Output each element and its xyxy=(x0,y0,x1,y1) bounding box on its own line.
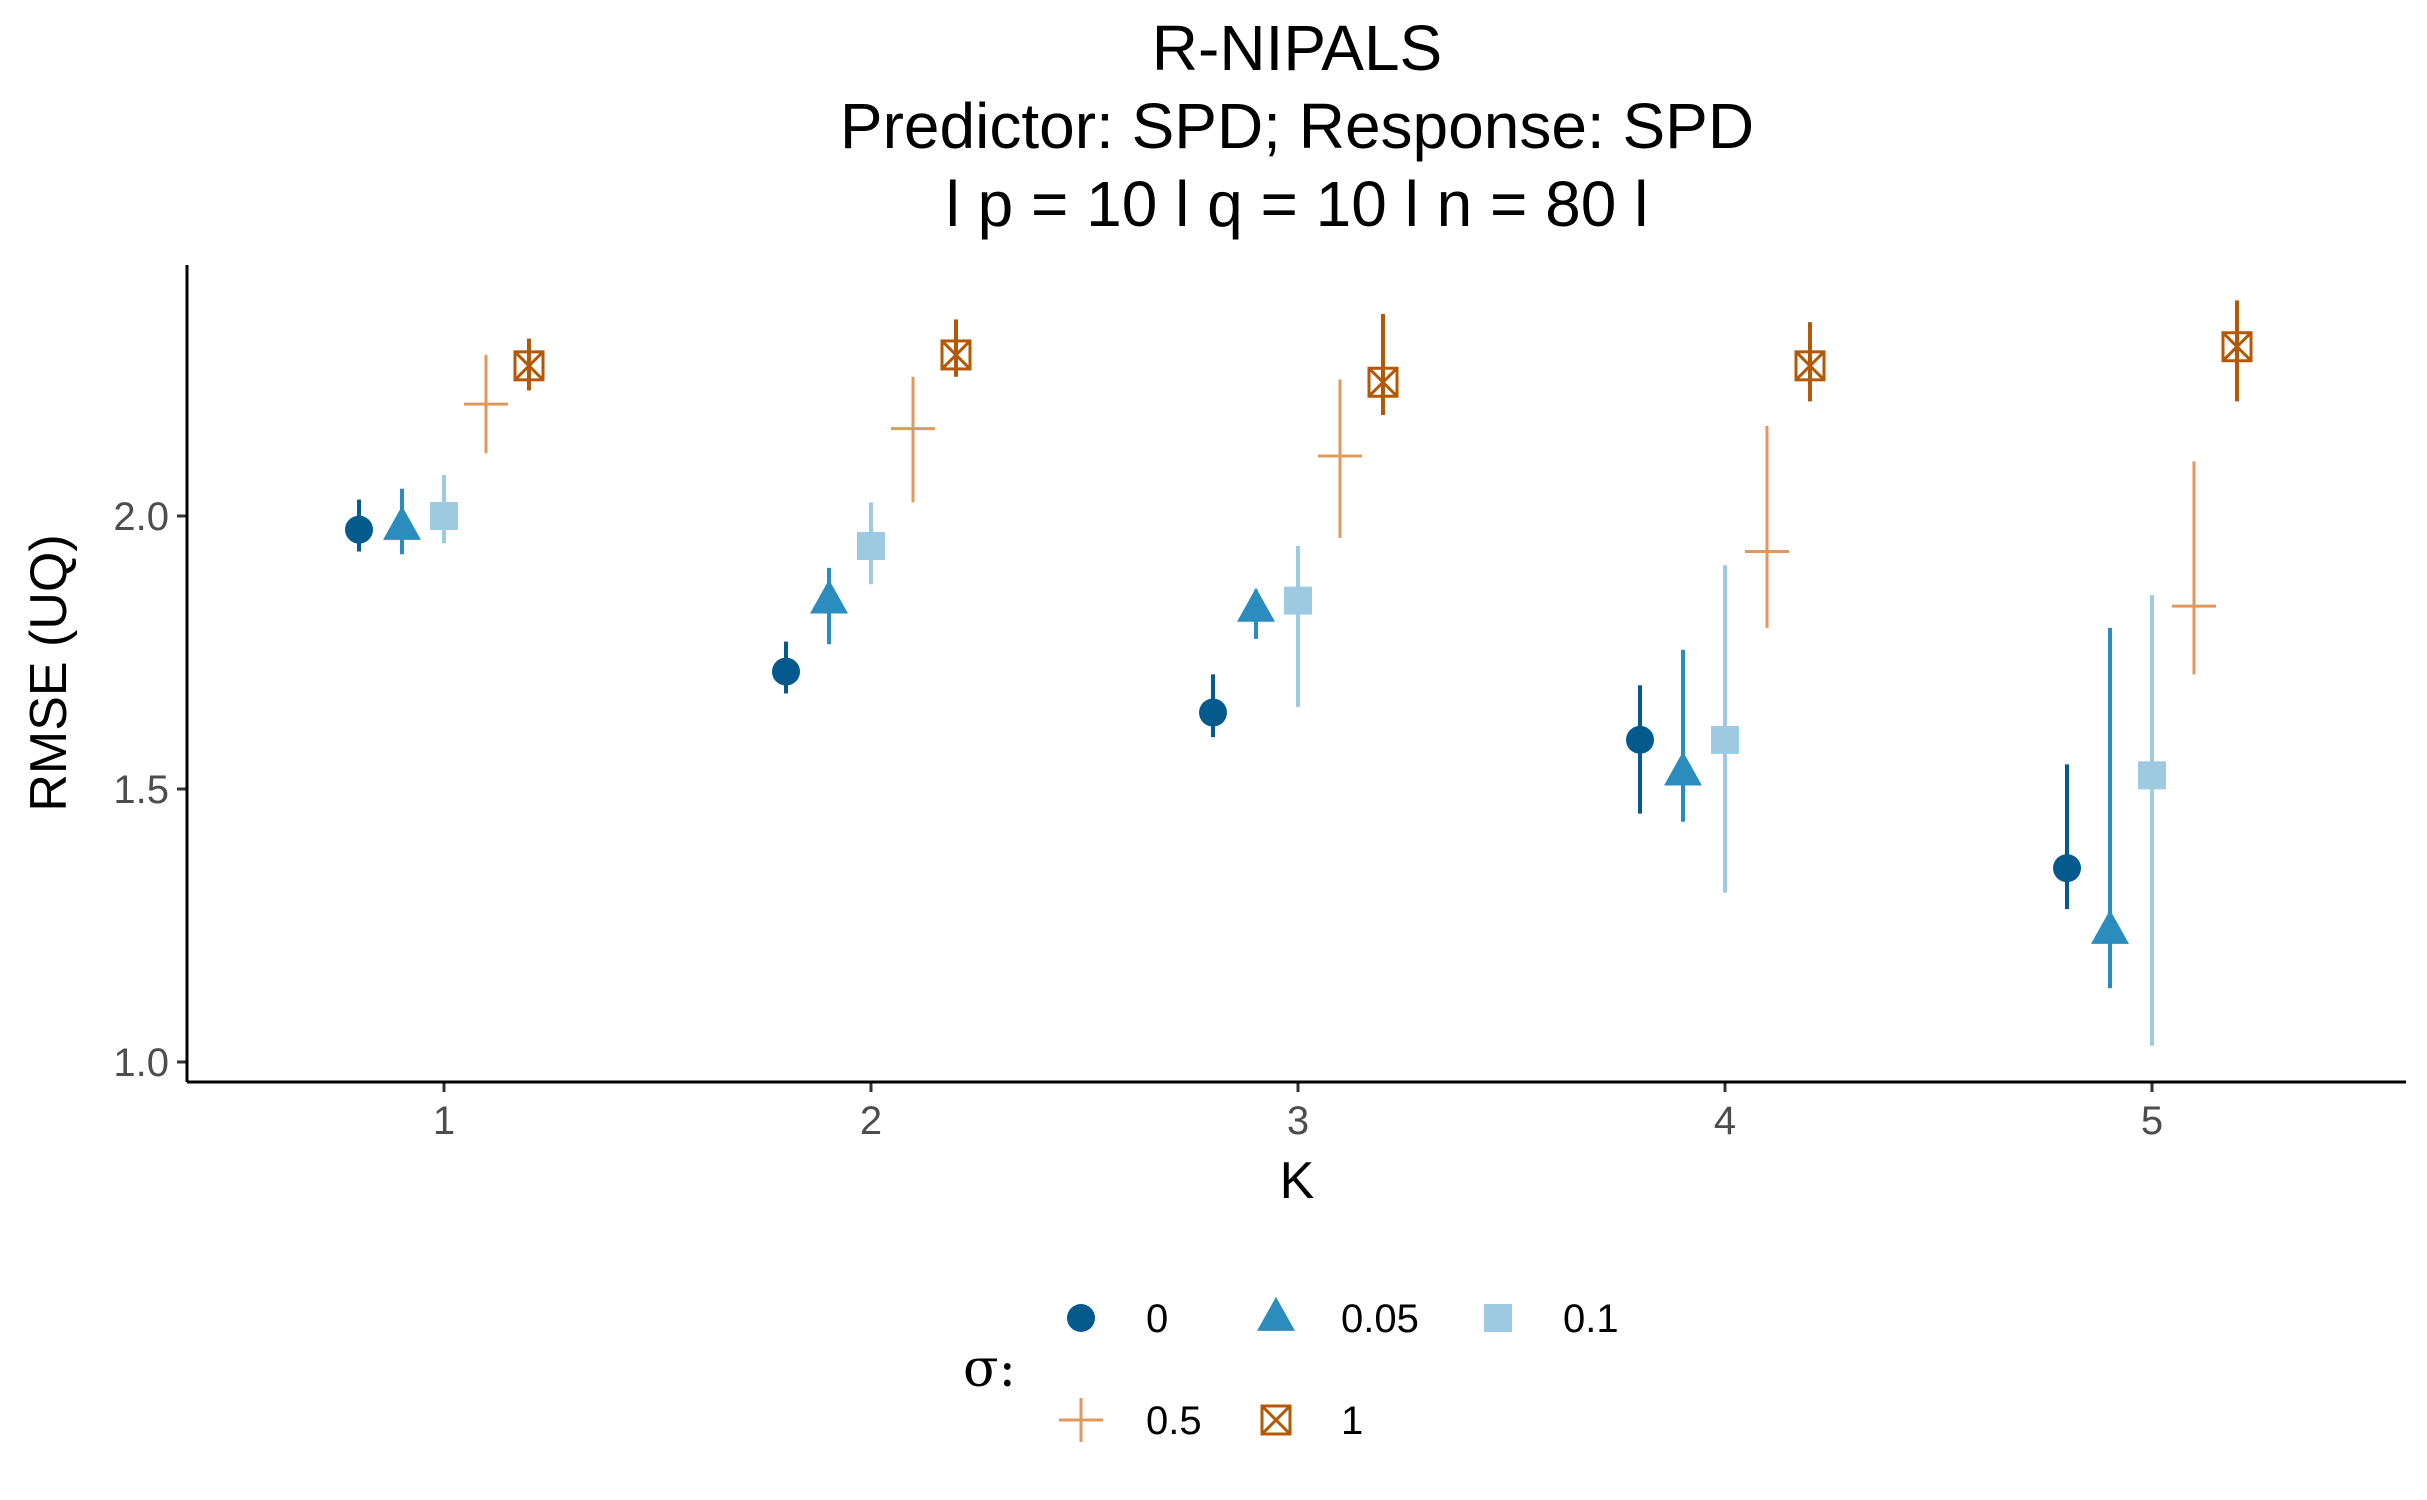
legend-key xyxy=(1059,1398,1103,1442)
data-point xyxy=(1745,529,1789,574)
y-tick-label: 2.0 xyxy=(113,495,169,539)
title-line-1: R-NIPALS xyxy=(1152,12,1442,84)
y-axis-ticks: 1.0 1.5 2.0 xyxy=(113,495,187,1085)
data-point xyxy=(940,339,972,371)
legend-key xyxy=(1257,1296,1295,1331)
data-point xyxy=(1664,751,1702,786)
plot-area xyxy=(345,300,2253,1046)
data-point xyxy=(810,579,848,614)
series-0.1 xyxy=(430,475,2166,1046)
x-tick-label: 5 xyxy=(2141,1099,2163,1143)
x-tick-label: 1 xyxy=(433,1099,455,1143)
data-point xyxy=(891,406,935,451)
legend-item-0: 0 xyxy=(1067,1297,1168,1341)
data-point xyxy=(1318,433,1362,478)
data-point xyxy=(383,505,421,540)
legend-item-0.1: 0.1 xyxy=(1484,1297,1619,1341)
y-axis-title: RMSE (UQ) xyxy=(20,534,78,811)
data-point xyxy=(2221,331,2253,363)
legend-title: σ: xyxy=(963,1339,1016,1399)
data-point xyxy=(1199,698,1227,727)
data-point xyxy=(345,515,373,544)
title-line-3: l p = 10 l q = 10 l n = 80 l xyxy=(946,168,1649,240)
data-point xyxy=(857,532,885,561)
series-0.5 xyxy=(464,354,2216,675)
legend-label: 1 xyxy=(1341,1399,1363,1443)
data-point xyxy=(2053,854,2081,883)
y-tick-label: 1.0 xyxy=(113,1041,169,1085)
data-point xyxy=(1711,725,1739,754)
legend: σ: 0 0.05 0.1 0.5 1 xyxy=(963,1296,1619,1443)
y-tick-label: 1.5 xyxy=(113,768,169,812)
legend-key xyxy=(1484,1304,1512,1332)
data-point xyxy=(1794,350,1826,382)
data-point xyxy=(2138,761,2166,790)
legend-item-0.05: 0.05 xyxy=(1257,1296,1419,1341)
legend-label: 0.5 xyxy=(1146,1399,1202,1443)
series-0 xyxy=(345,499,2081,910)
x-tick-label: 2 xyxy=(860,1099,882,1143)
legend-key xyxy=(1067,1304,1095,1332)
data-point xyxy=(1237,587,1275,622)
legend-label: 0.05 xyxy=(1341,1297,1419,1341)
chart-title: R-NIPALS Predictor: SPD; Response: SPD l… xyxy=(840,12,1754,240)
series-1 xyxy=(513,300,2253,415)
legend-label: 0 xyxy=(1146,1297,1168,1341)
x-tick-label: 4 xyxy=(1714,1099,1736,1143)
x-tick-label: 3 xyxy=(1287,1099,1309,1143)
data-point xyxy=(1626,725,1654,754)
data-point xyxy=(430,502,458,530)
data-point xyxy=(772,657,800,686)
legend-item-1: 1 xyxy=(1260,1399,1363,1443)
series-0.05 xyxy=(383,488,2129,989)
data-point xyxy=(2091,909,2129,944)
legend-item-0.5: 0.5 xyxy=(1059,1398,1202,1443)
legend-label: 0.1 xyxy=(1563,1297,1619,1341)
legend-key xyxy=(1260,1404,1292,1436)
data-point xyxy=(513,350,545,382)
data-point xyxy=(2172,584,2216,629)
data-point xyxy=(464,382,508,427)
data-point xyxy=(1367,366,1399,398)
x-axis-title: K xyxy=(1280,1152,1315,1210)
x-axis-ticks: 1 2 3 4 5 xyxy=(433,1082,2163,1143)
data-point xyxy=(1284,586,1312,615)
title-line-2: Predictor: SPD; Response: SPD xyxy=(840,90,1754,162)
